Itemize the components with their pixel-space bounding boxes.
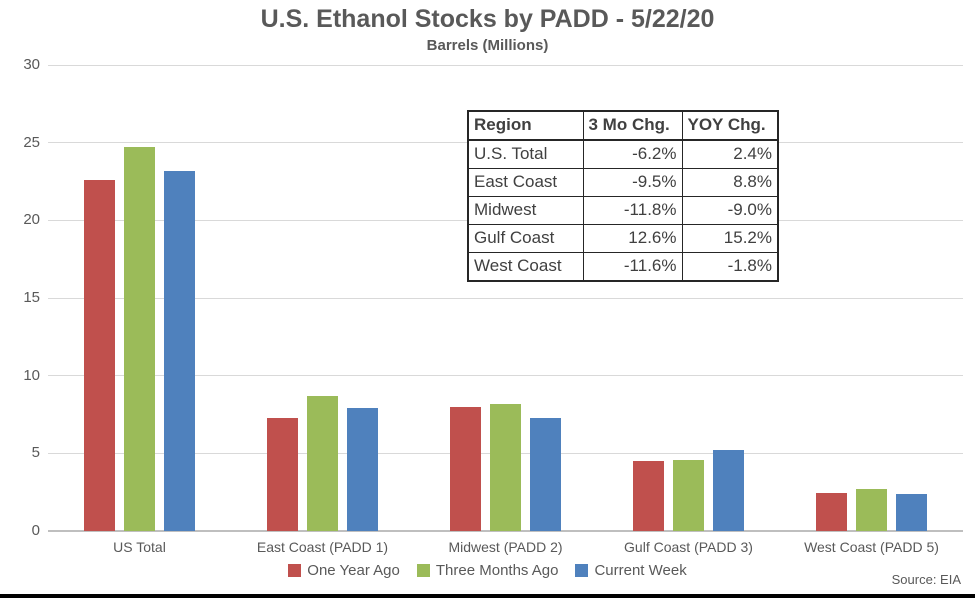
bar-three-months-ago (307, 395, 338, 531)
table-header-cell: YOY Chg. (681, 110, 779, 141)
change-table: Region 3 Mo Chg. YOY Chg. U.S. Total -6.2% 2.… (467, 110, 779, 282)
bar-three-months-ago (124, 147, 155, 531)
chart-title: U.S. Ethanol Stocks by PADD - 5/22/20 (260, 5, 715, 33)
legend-swatch-icon (575, 564, 589, 577)
table-header-cell: 3 Mo Chg. (582, 110, 683, 141)
bottom-border (0, 594, 975, 598)
x-axis-line (48, 530, 963, 532)
bar-three-months-ago (673, 459, 704, 531)
chart-legend: One Year Ago Three Months Ago Current Week (0, 562, 975, 579)
legend-label: One Year Ago (307, 562, 400, 579)
table-row: East Coast -9.5% 8.8% (467, 168, 779, 197)
bar-one-year-ago (633, 461, 664, 531)
x-axis-label: East Coast (PADD 1) (256, 539, 389, 555)
x-axis-label: West Coast (PADD 5) (804, 539, 939, 555)
table-cell-3mo: -11.6% (582, 252, 683, 282)
bar-current-week (530, 418, 561, 531)
bar-three-months-ago (856, 489, 887, 531)
bar-group (597, 65, 780, 531)
bar-group (780, 65, 963, 531)
x-axis-label: Gulf Coast (PADD 3) (624, 539, 753, 555)
table-cell-region: U.S. Total (467, 139, 584, 169)
y-axis-label: 0 (31, 522, 40, 539)
x-axis-labels: US Total East Coast (PADD 1) Midwest (PADD… (48, 539, 963, 555)
table-cell-3mo: -11.8% (582, 196, 683, 225)
bar-group (231, 65, 414, 531)
table-cell-region: East Coast (467, 168, 584, 197)
table-row: Gulf Coast 12.6% 15.2% (467, 224, 779, 253)
bar-one-year-ago (267, 417, 298, 531)
y-axis-label: 10 (23, 366, 40, 384)
legend-swatch-icon (416, 564, 430, 577)
table-cell-3mo: -6.2% (582, 139, 683, 169)
y-axis-label: 30 (23, 56, 40, 73)
table-cell-yoy: 15.2% (681, 224, 779, 253)
y-axis-label: 20 (23, 211, 40, 229)
gridline (48, 64, 963, 66)
table-row: Midwest -11.8% -9.0% (467, 196, 779, 225)
table-cell-yoy: -1.8% (681, 252, 779, 282)
bar-current-week (896, 493, 927, 531)
table-cell-region: Midwest (467, 196, 584, 225)
table-cell-region: Gulf Coast (467, 224, 584, 253)
bar-group (48, 65, 231, 531)
table-cell-yoy: 8.8% (681, 168, 779, 197)
gridline (48, 297, 963, 299)
bar-current-week (713, 450, 744, 531)
legend-swatch-icon (288, 564, 302, 577)
bar-current-week (347, 408, 378, 531)
y-axis-label: 25 (23, 133, 40, 151)
bar-current-week (164, 170, 195, 531)
legend-label: Three Months Ago (435, 562, 559, 579)
x-axis-label: US Total (113, 539, 166, 555)
table-row: U.S. Total -6.2% 2.4% (467, 139, 779, 169)
table-header-cell: Region (467, 110, 584, 141)
legend-item: Three Months Ago (416, 562, 559, 579)
table-header-row: Region 3 Mo Chg. YOY Chg. (467, 110, 779, 141)
table-cell-3mo: -9.5% (582, 168, 683, 197)
y-axis-label: 15 (23, 289, 40, 306)
bar-one-year-ago (816, 492, 847, 531)
table-cell-yoy: 2.4% (681, 139, 779, 169)
bar-one-year-ago (450, 406, 481, 531)
bar-one-year-ago (84, 179, 115, 531)
bar-group (414, 65, 597, 531)
bars-row (48, 65, 963, 531)
legend-label: Current Week (594, 562, 687, 579)
source-note: Source: EIA (891, 572, 961, 587)
change-table-body: Region 3 Mo Chg. YOY Chg. U.S. Total -6.2% 2.… (467, 110, 779, 282)
x-axis-label: Midwest (PADD 2) (448, 539, 563, 555)
y-axis-label: 5 (31, 444, 40, 462)
gridline (48, 375, 963, 377)
table-cell-yoy: -9.0% (681, 196, 779, 225)
table-cell-region: West Coast (467, 252, 584, 282)
legend-item: Current Week (575, 562, 687, 579)
bar-three-months-ago (490, 403, 521, 531)
chart-subtitle: Barrels (Millions) (426, 37, 549, 54)
table-cell-3mo: 12.6% (582, 224, 683, 253)
table-row: West Coast -11.6% -1.8% (467, 252, 779, 282)
legend-item: One Year Ago (288, 562, 400, 579)
